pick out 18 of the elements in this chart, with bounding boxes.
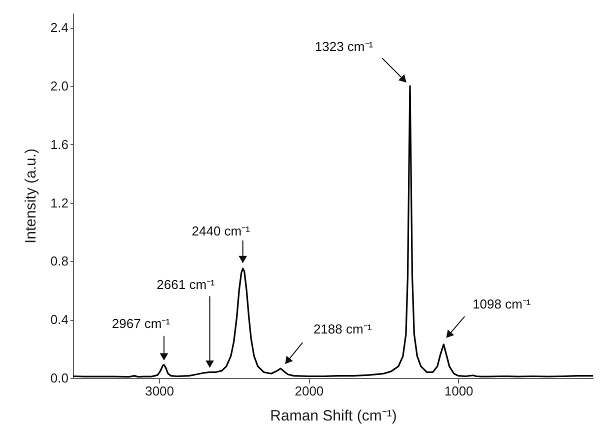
y-tick-label: 0.4	[50, 312, 68, 328]
y-tick-label: 2.0	[50, 78, 68, 94]
y-tick-label: 2.4	[50, 20, 68, 36]
annotation: 2967 cm⁻¹	[112, 316, 171, 331]
x-tick-label: 2000	[294, 384, 324, 398]
annotation: 2661 cm⁻¹	[156, 277, 216, 292]
x-tick-label: 3000	[145, 384, 174, 398]
x-tick-label: 1000	[444, 384, 474, 398]
annotation: 1098 cm⁻¹	[472, 296, 532, 312]
y-tick-label: 0.8	[50, 254, 68, 269]
annotation: 2188 cm⁻¹	[313, 322, 372, 337]
annotation: 1323 cm⁻¹	[314, 39, 374, 54]
y-axis-title: Intensity (a.u.)	[22, 148, 40, 244]
y-tick-label: 1.2	[50, 195, 68, 210]
y-tick-label: 1.6	[50, 136, 68, 152]
x-axis-title: Raman Shift (cm⁻¹)	[270, 408, 397, 424]
y-tick-label: 0.0	[50, 370, 68, 386]
annotation: 2440 cm⁻¹	[192, 224, 251, 238]
